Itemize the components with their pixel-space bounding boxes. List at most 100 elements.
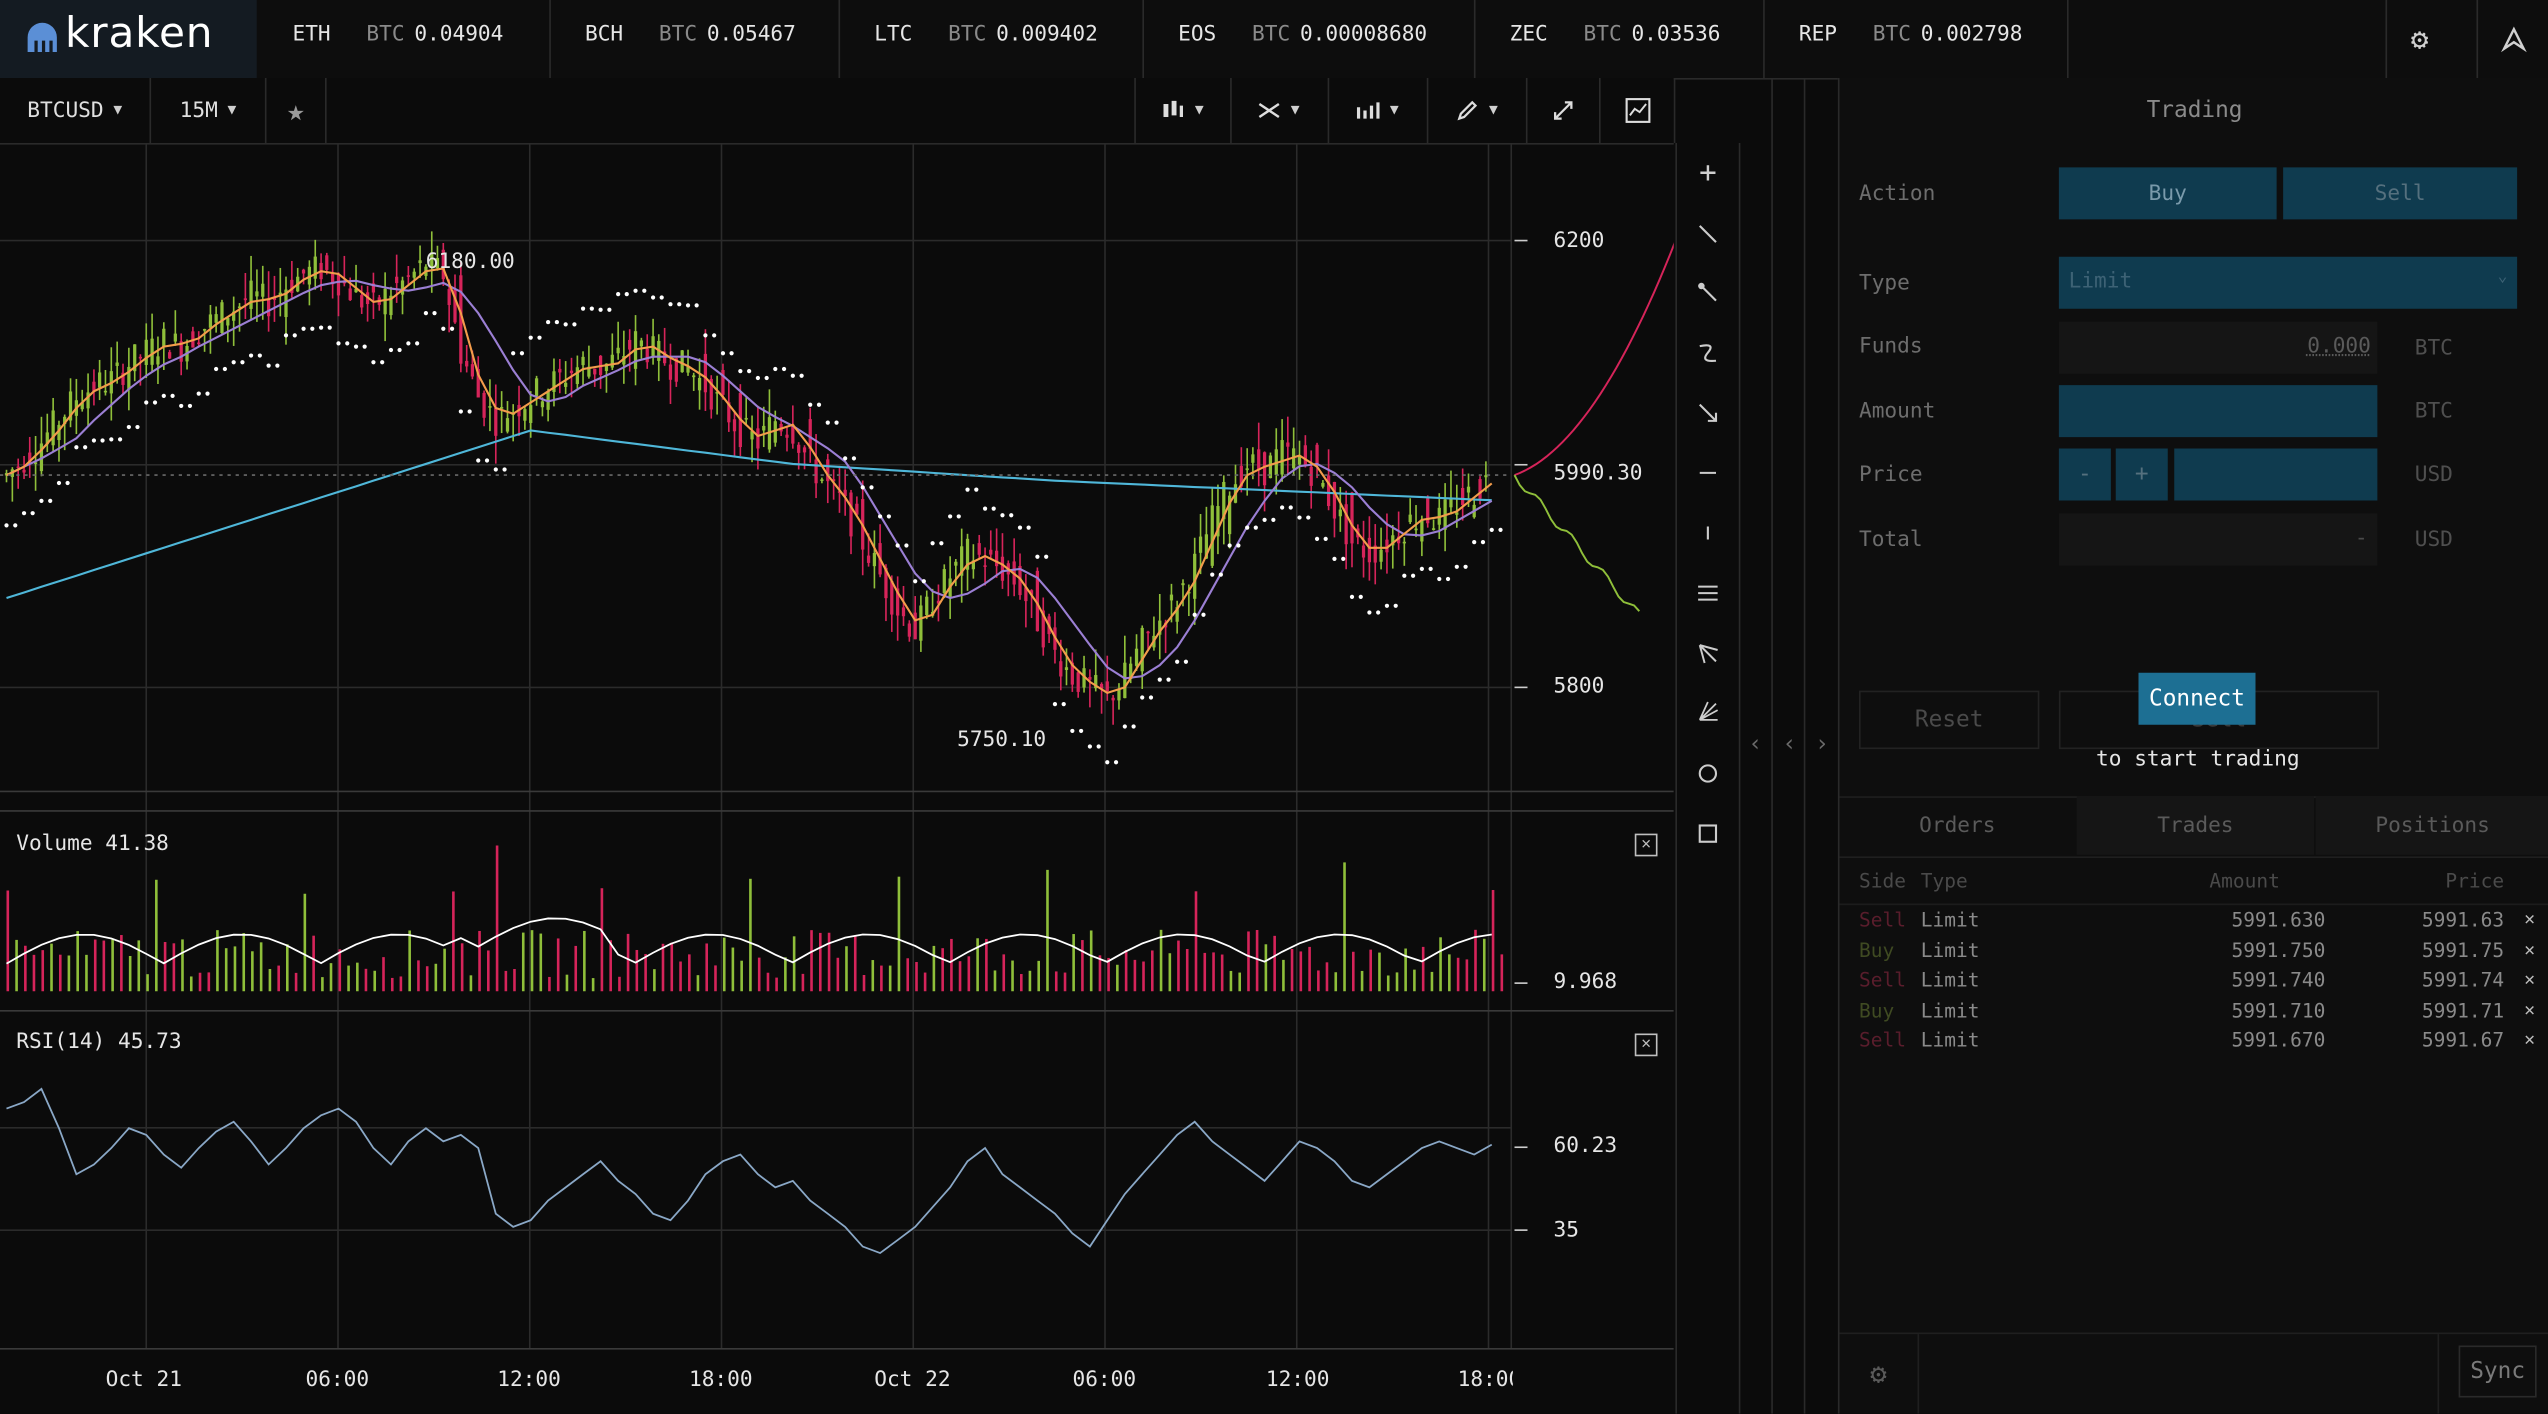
price-decrement-button[interactable]: - [2058,448,2111,501]
trendline-tool[interactable] [1677,210,1739,259]
sar-dot [65,480,70,486]
price-candle-body [1117,688,1121,701]
ticker-pair[interactable]: LTC BTC 0.009402 [839,0,1144,78]
price-candle-body [773,421,777,443]
order-price: 5991.75 [2421,938,2505,962]
sync-button[interactable]: Sync [2458,1345,2537,1398]
screenshot-button[interactable] [1601,78,1676,143]
cancel-order-icon[interactable]: ✕ [2524,938,2535,960]
sar-dot [607,307,612,312]
parallel-lines-tool[interactable] [1677,569,1739,618]
volume-bar [41,950,45,992]
kraken-logo[interactable]: kraken [0,0,257,78]
close-rsi-button[interactable]: ✕ [1634,1033,1658,1057]
rectangle-tool[interactable] [1677,809,1739,858]
fast-moving-average [6,267,1493,695]
volume-bar [853,935,857,992]
vertical-line-tool[interactable] [1677,509,1739,558]
compare-button[interactable]: ▼ [1329,78,1429,143]
settings-button[interactable]: ⚙ [2385,0,2453,78]
cancel-order-icon[interactable]: ✕ [2524,998,2535,1020]
price-candle-body [1262,452,1267,486]
ticker-pair[interactable]: ZEC BTC 0.03536 [1474,0,1765,78]
type-select[interactable]: Limit ⌄ [2058,256,2518,309]
order-row[interactable]: Buy Limit 5991.750 5991.75 ✕ [1840,938,2548,967]
chevron-left-icon[interactable]: ‹ [1748,731,1763,758]
panel-settings-button[interactable]: ⚙ [1840,1334,1920,1414]
price-increment-button[interactable]: + [2115,448,2168,501]
ray-tool[interactable] [1677,268,1739,317]
sar-dot [1236,543,1241,548]
price-candle-body [150,338,154,365]
interval-selector[interactable]: 15M ▼ [151,78,267,143]
tab-orders[interactable]: Orders [1919,813,1996,838]
price-candle-body [459,275,463,364]
favorite-button[interactable]: ★ [267,78,327,143]
price-input[interactable] [2174,448,2378,501]
order-row[interactable]: Sell Limit 5991.740 5991.74 ✕ [1840,969,2548,998]
connect-button[interactable]: Connect [2138,672,2256,725]
sar-dot [554,319,560,325]
cancel-order-icon[interactable]: ✕ [2524,1028,2535,1050]
price-candle-body [960,546,964,576]
ticker-pair[interactable]: ETH BTC 0.04904 [257,0,551,78]
account-button[interactable] [2476,0,2548,78]
sar-dot [336,341,341,346]
horizontal-line-tool[interactable] [1677,449,1739,498]
pitchfork-tool[interactable] [1677,629,1739,678]
sar-dot [292,333,297,338]
amount-input[interactable] [2058,385,2378,438]
cancel-order-icon[interactable]: ✕ [2524,908,2535,930]
volume-bar [216,930,219,992]
order-row[interactable]: Sell Limit 5991.630 5991.63 ✕ [1840,908,2548,937]
chevron-left-icon[interactable]: ‹ [1782,731,1797,758]
draw-button[interactable]: ▼ [1428,78,1528,143]
price-candle-body [331,272,335,285]
sar-dot [1498,527,1503,533]
indicators-button[interactable]: ▼ [1230,78,1330,143]
buy-button[interactable]: Buy [2058,167,2277,220]
price-candle-body [301,269,306,274]
arrow-tool[interactable] [1677,388,1739,437]
price-chart[interactable] [0,143,1674,1414]
fib-fan-tool[interactable] [1677,687,1739,736]
chart-area[interactable]: 6180.00 5750.10 6200 5990.30 5800 Volume… [0,143,1674,1414]
fullscreen-button[interactable] [1528,78,1601,143]
price-candle-body [744,417,748,420]
tab-positions[interactable]: Positions [2315,796,2548,855]
sar-dot [650,295,656,300]
curve-tool[interactable] [1677,328,1739,377]
volume-bar [810,930,813,992]
sar-dot [83,445,88,450]
x-tick-label: Oct 21 [105,1368,182,1393]
sell-toggle[interactable]: Sell [2283,167,2518,220]
cancel-order-icon[interactable]: ✕ [2524,968,2535,990]
ticker-pair[interactable]: REP BTC 0.002798 [1763,0,2069,78]
tab-trades[interactable]: Trades [2076,796,2314,855]
order-row[interactable]: Buy Limit 5991.710 5991.71 ✕ [1840,999,2548,1028]
volume-bar [146,974,149,992]
low-annotation: 5750.10 [957,728,1047,753]
close-volume-button[interactable]: ✕ [1634,833,1658,857]
order-side: Buy [1859,938,1895,962]
volume-bar [539,933,543,992]
sar-dot [161,393,166,398]
price-candle-body [1408,514,1412,523]
ticker-base: BTC [1252,22,1291,48]
chart-type-button[interactable]: ▼ [1134,78,1232,143]
order-row[interactable]: Sell Limit 5991.670 5991.67 ✕ [1840,1029,2548,1058]
reset-button[interactable]: Reset [1859,690,2040,750]
circle-tool[interactable] [1677,749,1739,798]
price-candle-body [179,341,183,362]
chevron-right-icon[interactable]: › [1815,731,1829,758]
ticker-pair[interactable]: BCH BTC 0.05467 [549,0,841,78]
volume-bar [1229,970,1233,992]
add-tool-button[interactable]: + [1677,148,1739,197]
pair-selector[interactable]: BTCUSD ▼ [0,78,152,143]
sar-dot [747,369,752,374]
ticker-pair[interactable]: EOS BTC 0.00008680 [1142,0,1476,78]
volume-bar [1037,960,1040,992]
panel-collapse-strip: ‹ ‹ › [1739,78,1837,1414]
price-candle-body [418,260,422,264]
sar-dot [1323,536,1328,541]
